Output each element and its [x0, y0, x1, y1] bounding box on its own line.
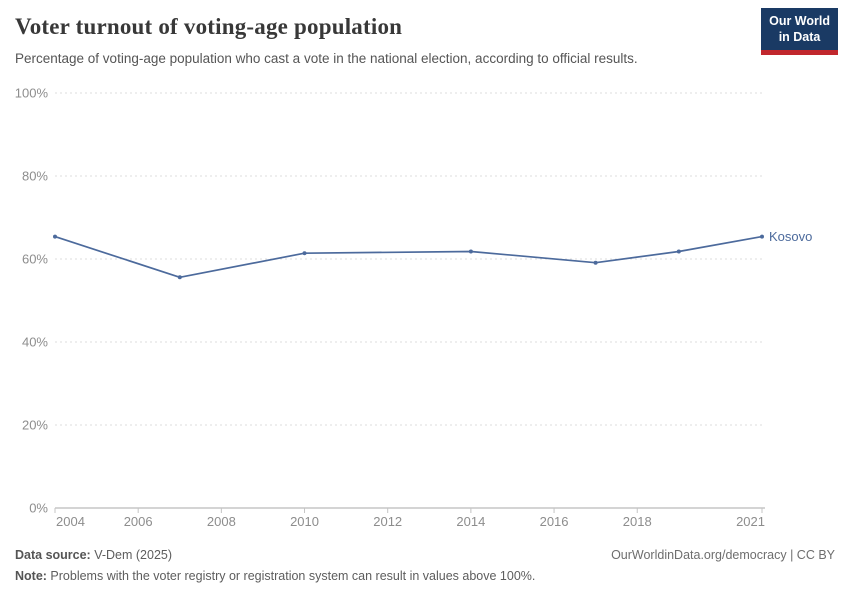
owid-logo[interactable]: Our World in Data: [761, 8, 838, 56]
x-tick-label: 2016: [540, 514, 569, 529]
data-point: [676, 249, 681, 254]
y-tick-label: 40%: [22, 335, 48, 350]
x-tick-label: 2014: [456, 514, 485, 529]
y-tick-label: 0%: [29, 501, 48, 516]
data-point: [760, 234, 764, 239]
series-end-label: Kosovo: [769, 229, 812, 244]
data-source-label: Data source:: [15, 548, 91, 562]
data-point: [177, 275, 182, 280]
series-line-kosovo: [54, 235, 763, 279]
y-tick-label: 60%: [22, 252, 48, 267]
data-point: [302, 251, 307, 256]
data-point: [468, 249, 473, 254]
data-point: [53, 234, 57, 239]
x-tick-label: 2018: [623, 514, 652, 529]
page-title: Voter turnout of voting-age population: [15, 14, 403, 39]
x-tick-label: 2012: [373, 514, 402, 529]
chart-subtitle: Percentage of voting-age population who …: [15, 51, 638, 66]
x-tick-label: 2021: [736, 514, 765, 529]
note-text: Problems with the voter registry or regi…: [46, 569, 536, 583]
owid-logo-line1: Our World: [769, 14, 830, 28]
x-tick-label: 2008: [207, 514, 236, 529]
data-point: [593, 260, 598, 265]
data-source: Data source: V-Dem (2025): [15, 548, 172, 562]
x-tick-label: 2004: [56, 514, 85, 529]
line-chart[interactable]: 0% 20% 40% 60% 80% 100% 2004 2006 2008 2010 2012 20…: [0, 0, 850, 545]
owid-logo-line2: in Data: [778, 29, 821, 44]
x-tick-label: 2006: [124, 514, 153, 529]
y-tick-label: 20%: [22, 418, 48, 433]
y-tick-label: 100%: [15, 86, 49, 101]
y-tick-label: 80%: [22, 169, 48, 184]
chart-note: Note: Problems with the voter registry o…: [15, 569, 835, 583]
note-label: Note:: [15, 569, 47, 583]
footer-link[interactable]: OurWorldinData.org/democracy | CC BY: [611, 548, 835, 562]
x-tick-label: 2010: [290, 514, 319, 529]
data-source-value: V-Dem (2025): [90, 548, 173, 562]
